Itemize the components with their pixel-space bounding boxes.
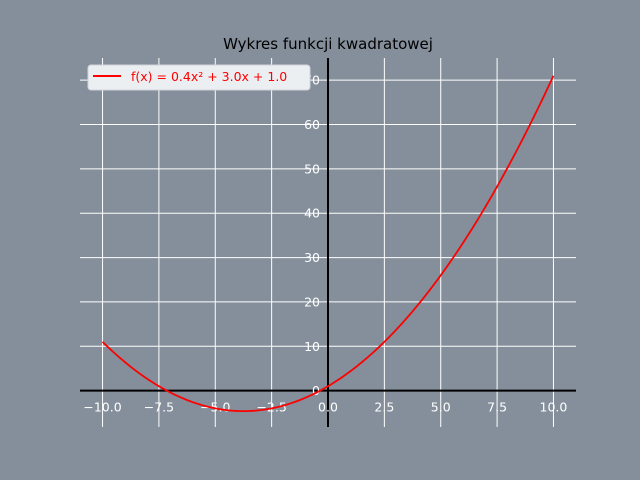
y-tick-label: 30 bbox=[304, 250, 320, 265]
legend-label: f(x) = 0.4x² + 3.0x + 1.0 bbox=[131, 69, 287, 84]
x-tick-label: −2.5 bbox=[256, 400, 286, 415]
y-tick-label: 50 bbox=[304, 161, 320, 176]
chart-title: Wykres funkcji kwadratowej bbox=[223, 35, 433, 53]
x-tick-label: −7.5 bbox=[144, 400, 174, 415]
series-group bbox=[101, 75, 555, 413]
y-tick-label: 0 bbox=[312, 383, 320, 398]
y-tick-label: 40 bbox=[304, 206, 320, 221]
x-tick-label: 5.0 bbox=[431, 400, 451, 415]
legend: f(x) = 0.4x² + 3.0x + 1.0 bbox=[87, 64, 311, 91]
y-tick-label: 20 bbox=[304, 294, 320, 309]
y-tick-label: 10 bbox=[304, 339, 320, 354]
x-tick-label: 0.0 bbox=[318, 400, 338, 415]
x-tick-labels: −10.0 −7.5 −5.0 −2.5 0.0 2.5 5.0 7.5 10.0 bbox=[83, 400, 567, 415]
legend-box bbox=[87, 64, 311, 91]
axes bbox=[80, 58, 576, 427]
x-tick-label: 7.5 bbox=[487, 400, 507, 415]
series-line bbox=[101, 75, 555, 413]
x-tick-label: 2.5 bbox=[374, 400, 394, 415]
x-tick-label: −10.0 bbox=[83, 400, 121, 415]
x-tick-label: −5.0 bbox=[200, 400, 230, 415]
y-tick-label: 60 bbox=[304, 117, 320, 132]
x-tick-label: 10.0 bbox=[540, 400, 568, 415]
